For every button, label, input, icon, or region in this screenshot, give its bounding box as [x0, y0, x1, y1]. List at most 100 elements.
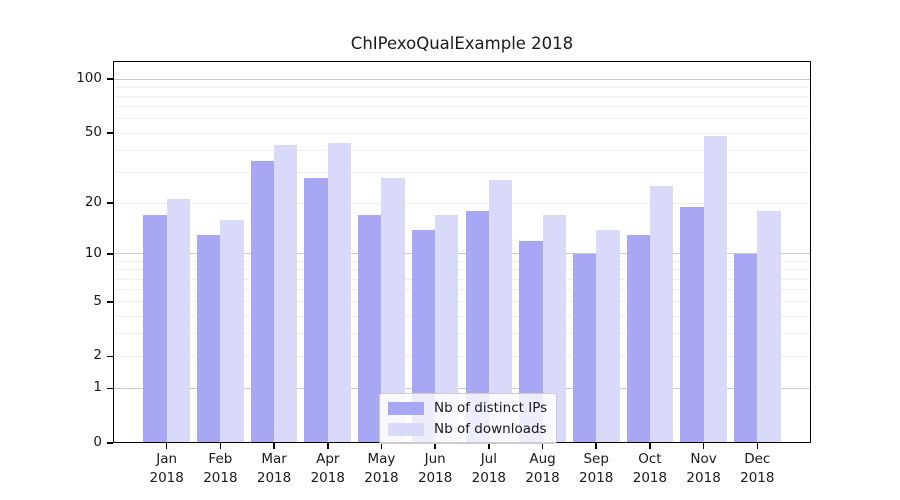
x-tick-label-aug: Aug 2018: [503, 450, 583, 488]
x-label-month: Mar: [261, 451, 287, 467]
legend-item-distinct-ips: Nb of distinct IPs: [388, 400, 547, 416]
x-label-year: 2018: [203, 469, 238, 486]
x-tick-label-mar: Mar 2018: [234, 450, 314, 488]
y-tick-label-5: 5: [93, 292, 102, 309]
x-tick-label-oct: Oct 2018: [610, 450, 690, 488]
x-tick-label-dec: Dec 2018: [717, 450, 797, 488]
bar-distinct-ips-aug: [519, 240, 543, 443]
y-tick-label-2: 2: [93, 347, 102, 364]
bar-downloads-jan: [166, 199, 190, 443]
x-tick-oct: [649, 443, 651, 449]
y-tick-label-0: 0: [93, 434, 102, 450]
x-label-year: 2018: [149, 469, 184, 486]
bar-downloads-may: [381, 177, 405, 443]
x-tick-jul: [488, 443, 490, 449]
x-label-year: 2018: [525, 469, 560, 486]
x-tick-label-jul: Jul 2018: [449, 450, 529, 488]
legend-swatch-downloads: [388, 422, 424, 436]
y-tick-5: [107, 301, 113, 303]
y-tick-label-10: 10: [84, 244, 102, 261]
x-tick-label-nov: Nov 2018: [664, 450, 744, 488]
bar-downloads-jun: [435, 215, 459, 443]
bar-downloads-apr: [327, 142, 352, 443]
legend: Nb of distinct IPs Nb of downloads: [379, 393, 558, 444]
bar-downloads-feb: [220, 219, 244, 443]
y-tick-label-100: 100: [76, 70, 102, 87]
x-label-year: 2018: [310, 469, 345, 486]
chart-title: ChIPexoQualExample 2018: [350, 34, 574, 53]
bar-downloads-dec: [757, 210, 781, 443]
bar-distinct-ips-jun: [411, 229, 436, 443]
y-gridline-minor-3: [113, 333, 811, 335]
y-tick-50: [107, 132, 113, 134]
legend-swatch-distinct-ips: [388, 401, 424, 415]
x-label-year: 2018: [417, 469, 453, 486]
x-label-month: Sep: [583, 451, 609, 467]
bar-distinct-ips-jul: [465, 210, 489, 443]
y-gridline-major-1: [113, 387, 811, 389]
x-tick-label-jun: Jun 2018: [395, 450, 475, 488]
y-gridline-minor-8: [113, 269, 811, 271]
bar-distinct-ips-sep: [572, 253, 597, 443]
x-tick-label-apr: Apr 2018: [288, 450, 368, 488]
x-label-month: Aug: [529, 451, 556, 467]
x-label-year: 2018: [740, 469, 775, 486]
x-tick-label-sep: Sep 2018: [556, 450, 636, 488]
y-tick-1: [107, 387, 113, 390]
x-tick-jan: [165, 443, 168, 449]
x-label-month: Jan: [156, 451, 178, 467]
y-gridline-minor-90: [113, 86, 811, 88]
x-label-month: Nov: [690, 451, 717, 467]
x-tick-dec: [756, 443, 759, 449]
x-tick-may: [380, 443, 383, 449]
x-label-month: Dec: [744, 451, 771, 467]
x-label-month: Jun: [424, 451, 446, 467]
y-gridline-minor-70: [113, 106, 811, 108]
x-tick-mar: [273, 443, 275, 449]
y-gridline-minor-9: [113, 261, 811, 262]
legend-label-downloads: Nb of downloads: [434, 421, 547, 437]
x-label-year: 2018: [632, 469, 668, 486]
y-tick-100: [107, 78, 113, 80]
x-tick-label-feb: Feb 2018: [180, 450, 260, 488]
y-tick-label-20: 20: [84, 194, 102, 211]
legend-label-distinct-ips: Nb of distinct IPs: [434, 400, 548, 416]
y-gridline-minor-7: [113, 278, 811, 280]
y-gridline-minor-40: [113, 149, 811, 151]
y-tick-10: [107, 253, 113, 255]
bar-downloads-oct: [649, 186, 674, 443]
x-tick-label-jan: Jan 2018: [127, 450, 207, 488]
bar-downloads-sep: [596, 229, 620, 443]
x-tick-aug: [541, 443, 544, 449]
x-tick-feb: [219, 443, 222, 449]
y-gridline-minor-5: [113, 301, 811, 303]
y-gridline-minor-60: [113, 118, 811, 120]
y-gridline-minor-80: [113, 96, 811, 98]
x-label-month: Jul: [480, 451, 497, 467]
x-tick-nov: [702, 443, 705, 449]
x-tick-label-may: May 2018: [341, 450, 421, 488]
bar-distinct-ips-nov: [680, 206, 704, 443]
x-label-year: 2018: [686, 469, 721, 486]
bar-downloads-aug: [542, 215, 566, 443]
legend-item-downloads: Nb of downloads: [388, 421, 547, 437]
y-gridline-minor-30: [113, 171, 811, 173]
y-gridline-minor-4: [113, 315, 811, 317]
x-label-year: 2018: [256, 469, 292, 486]
bar-distinct-ips-may: [358, 215, 382, 443]
x-label-month: Oct: [638, 451, 662, 467]
x-label-month: Apr: [316, 451, 340, 467]
bar-distinct-ips-oct: [626, 234, 650, 443]
bar-downloads-jul: [488, 180, 513, 443]
y-tick-label-1: 1: [93, 379, 102, 396]
x-tick-sep: [595, 443, 597, 449]
x-label-year: 2018: [471, 469, 507, 486]
y-tick-2: [107, 355, 113, 358]
plot-area: 100 50 20 10 5 2 1 0 Jan 2018 Feb 2018 Mar 2018 Apr 201…: [76, 61, 811, 486]
y-gridline-major-10: [113, 253, 811, 255]
y-tick-label-50: 50: [84, 124, 102, 141]
bar-downloads-mar: [274, 144, 298, 443]
y-gridline-major-100: [113, 78, 811, 80]
y-gridline-minor-20: [113, 202, 811, 204]
